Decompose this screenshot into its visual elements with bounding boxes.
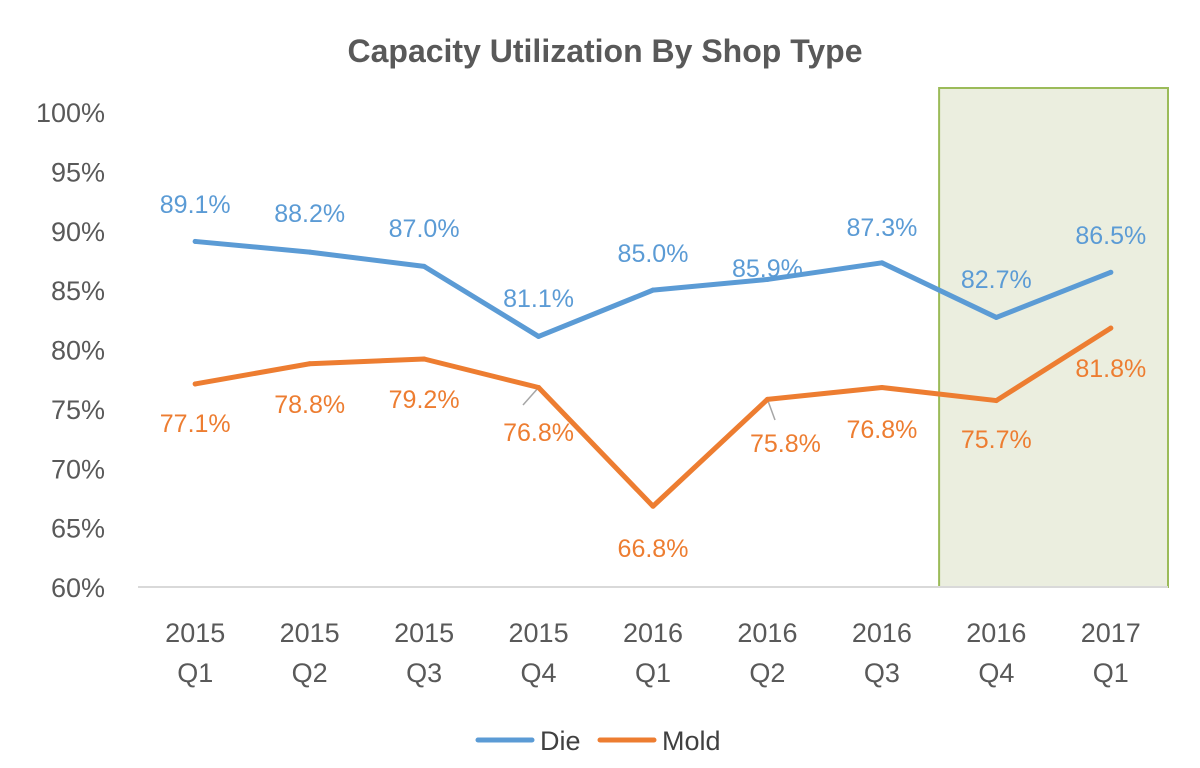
- data-point: [307, 249, 313, 255]
- data-point: [192, 238, 198, 244]
- data-label-die: 85.0%: [618, 240, 689, 268]
- data-point: [650, 503, 656, 509]
- y-tick-label: 85%: [51, 276, 105, 306]
- data-point: [421, 263, 427, 269]
- data-point: [536, 385, 542, 390]
- data-labels: 89.1% 88.2% 87.0% 81.1% 85.0% 85.9% 87.3% 82.7%…: [160, 191, 1146, 563]
- x-tick-label: 2016: [737, 618, 797, 648]
- y-tick-label: 100%: [36, 98, 105, 128]
- y-tick-label: 75%: [51, 395, 105, 425]
- data-point: [879, 260, 885, 266]
- data-label-die: 89.1%: [160, 191, 231, 219]
- y-tick-label: 65%: [51, 514, 105, 544]
- y-axis: 60% 65% 70% 75% 80% 85% 90% 95% 100%: [36, 98, 105, 603]
- data-label-die: 87.0%: [389, 215, 460, 243]
- data-label-mold: 79.2%: [389, 386, 460, 414]
- y-tick-label: 80%: [51, 336, 105, 366]
- data-point: [192, 381, 198, 387]
- x-tick-label: 2015: [165, 618, 225, 648]
- data-point: [764, 276, 770, 282]
- y-tick-label: 90%: [51, 217, 105, 247]
- data-label-mold: 78.8%: [274, 391, 345, 419]
- x-tick-label: Q4: [978, 658, 1014, 688]
- leader-lines: [522, 387, 776, 421]
- x-tick-label: 2017: [1081, 618, 1141, 648]
- x-tick-label: 2016: [623, 618, 683, 648]
- data-label-mold: 66.8%: [618, 535, 689, 563]
- x-tick-label: 2016: [852, 618, 912, 648]
- data-label-leader-line: [766, 399, 776, 421]
- data-point: [1108, 269, 1114, 275]
- data-label-die: 81.1%: [503, 285, 574, 313]
- highlight-region: [938, 87, 1169, 588]
- x-tick-label: Q1: [635, 658, 671, 688]
- x-axis: 2015 Q1 2015 Q2 2015 Q3 2015 Q4 2016 Q1 2016 Q2 2016…: [165, 618, 1141, 688]
- x-tick-label: 2015: [509, 618, 569, 648]
- data-label-die: 87.3%: [846, 214, 917, 242]
- x-tick-label: Q4: [521, 658, 557, 688]
- data-label-mold: 76.8%: [846, 416, 917, 444]
- data-point: [764, 396, 770, 402]
- data-label-mold: 75.7%: [961, 426, 1032, 454]
- x-tick-label: Q3: [406, 658, 442, 688]
- legend-label-mold: Mold: [662, 726, 721, 756]
- data-point: [993, 398, 999, 404]
- data-label-die: 85.9%: [732, 255, 803, 283]
- chart-title: Capacity Utilization By Shop Type: [347, 33, 862, 69]
- legend-label-die: Die: [540, 726, 581, 756]
- data-point: [536, 333, 542, 339]
- data-label-mold: 75.8%: [750, 430, 821, 458]
- data-label-mold: 81.8%: [1075, 355, 1146, 383]
- y-tick-label: 70%: [51, 454, 105, 484]
- data-label-leader-line: [522, 387, 540, 406]
- x-tick-label: Q3: [864, 658, 900, 688]
- data-point: [421, 356, 427, 362]
- x-tick-label: 2016: [966, 618, 1026, 648]
- legend: Die Mold: [475, 726, 721, 756]
- x-tick-label: Q1: [177, 658, 213, 688]
- data-label-die: 88.2%: [274, 200, 345, 228]
- data-label-mold: 76.8%: [503, 419, 574, 447]
- data-point: [879, 385, 885, 390]
- x-tick-label: Q2: [292, 658, 328, 688]
- x-tick-label: 2015: [394, 618, 454, 648]
- data-label-die: 86.5%: [1075, 222, 1146, 250]
- data-point: [650, 287, 656, 293]
- y-tick-label: 95%: [51, 157, 105, 187]
- x-tick-label: 2015: [280, 618, 340, 648]
- data-label-die: 82.7%: [961, 266, 1032, 294]
- x-tick-label: Q2: [749, 658, 785, 688]
- series-lines: [192, 238, 1114, 509]
- data-point: [307, 361, 313, 367]
- x-tick-label: Q1: [1093, 658, 1129, 688]
- data-point: [993, 314, 999, 320]
- y-tick-label: 60%: [51, 573, 105, 603]
- data-label-mold: 77.1%: [160, 410, 231, 438]
- highlight-region-layer: [938, 87, 1169, 588]
- data-point: [1108, 325, 1114, 331]
